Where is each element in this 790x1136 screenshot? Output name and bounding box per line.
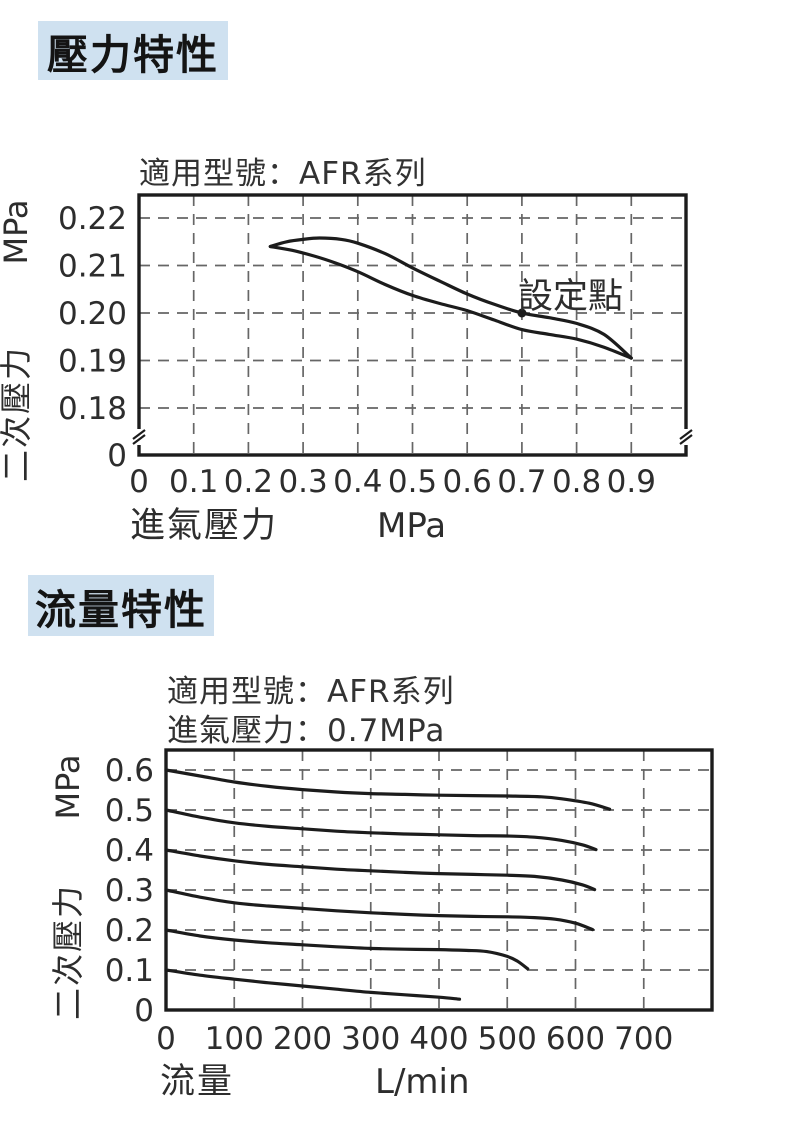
x-tick-label: 0.2 xyxy=(224,464,273,500)
y-tick-label: 0.1 xyxy=(105,953,154,989)
series-curve-hysteresis-upper xyxy=(268,236,633,360)
flow-characteristics-chart: 0.60.50.40.30.20.100 100 200 300 400 500 600 70… xyxy=(49,748,714,1102)
section-title-pressure-characteristics: 壓力特性 xyxy=(38,21,228,80)
axis-break-icon xyxy=(679,429,693,440)
chart2-inlet-pressure-note: 進氣壓力：0.7MPa xyxy=(167,713,446,749)
axis-break-icon xyxy=(132,429,146,440)
x-tick-label: 0.6 xyxy=(443,464,492,500)
x-axis-title: 進氣壓力 xyxy=(130,506,278,546)
series-curve-set-0.6MPa xyxy=(164,768,612,811)
chart1-applicable-model-note: 適用型號：AFR系列 xyxy=(139,156,427,192)
x-tick-label: 300 xyxy=(341,1021,400,1057)
series-curve-set-0.1MPa xyxy=(164,968,462,1001)
x-tick-label: 0.8 xyxy=(552,464,601,500)
x-tick-label: 0.9 xyxy=(607,464,656,500)
axis-break-icon xyxy=(679,434,693,445)
y-axis-unit: MPa xyxy=(49,754,87,819)
x-tick-label: 600 xyxy=(546,1021,605,1057)
x-tick-label: 200 xyxy=(273,1021,332,1057)
chart2-applicable-model-note: 適用型號：AFR系列 xyxy=(167,674,455,710)
y-tick-label: 0.4 xyxy=(105,833,154,869)
y-tick-label: 0.21 xyxy=(58,249,127,285)
y-axis-title: 二次壓力 xyxy=(0,346,35,482)
x-tick-label: 0.3 xyxy=(278,464,327,500)
section-title-flow-characteristics: 流量特性 xyxy=(28,575,214,636)
x-tick-label: 0 xyxy=(156,1021,176,1057)
y-axis-unit: MPa xyxy=(0,199,35,264)
x-tick-label: 0 xyxy=(129,464,149,500)
x-tick-label: 0.5 xyxy=(388,464,437,500)
y-tick-label: 0 xyxy=(107,438,127,474)
y-tick-label: 0.5 xyxy=(105,793,154,829)
x-axis-title: 流量 xyxy=(160,1062,234,1102)
axis-break-icon xyxy=(132,434,146,445)
x-tick-label: 500 xyxy=(478,1021,537,1057)
plot-border xyxy=(137,193,688,457)
axis-break-mask xyxy=(134,429,144,445)
y-tick-label: 0 xyxy=(134,993,154,1029)
x-axis-unit: MPa xyxy=(377,506,446,546)
y-tick-label: 0.18 xyxy=(58,391,127,427)
series-curve-hysteresis-lower xyxy=(268,244,633,360)
series-curve-set-0.4MPa xyxy=(164,848,597,892)
x-tick-label: 400 xyxy=(409,1021,468,1057)
y-axis-title: 二次壓力 xyxy=(49,884,87,1020)
plot-border xyxy=(164,748,714,1012)
x-tick-label: 0.7 xyxy=(497,464,546,500)
x-tick-label: 0.1 xyxy=(169,464,218,500)
y-tick-label: 0.3 xyxy=(105,873,154,909)
y-tick-label: 0.19 xyxy=(58,344,127,380)
axis-break-mask xyxy=(681,429,691,445)
y-tick-label: 0.2 xyxy=(105,913,154,949)
x-axis-unit: L/min xyxy=(375,1062,470,1102)
x-tick-label: 100 xyxy=(205,1021,264,1057)
y-tick-label: 0.20 xyxy=(58,296,127,332)
series-curve-set-0.2MPa xyxy=(164,928,530,971)
x-tick-label: 0.4 xyxy=(333,464,382,500)
series-curve-set-0.5MPa xyxy=(164,808,598,852)
pressure-characteristics-chart: 設定點 0.22 0.21 0.20 0.19 0.18 00 0.1 0.2 0.3 0.4 0.5… xyxy=(0,193,693,546)
x-tick-label: 700 xyxy=(614,1021,673,1057)
series-curve-set-0.3MPa xyxy=(164,888,595,932)
set-point-label: 設定點 xyxy=(518,277,623,317)
set-point-dot xyxy=(517,308,527,318)
y-tick-label: 0.6 xyxy=(105,753,154,789)
y-tick-label: 0.22 xyxy=(58,201,127,237)
